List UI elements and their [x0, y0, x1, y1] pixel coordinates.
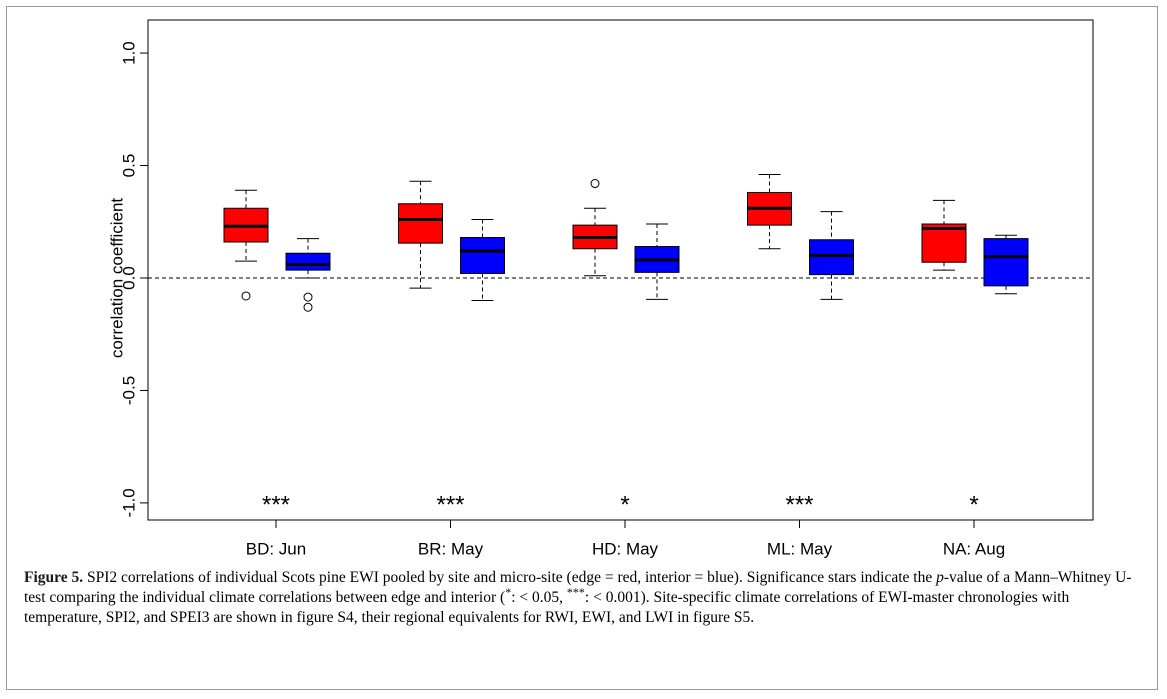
box: [460, 236, 505, 274]
significance-label: ***: [785, 491, 813, 518]
box: [921, 223, 967, 263]
caption-segment: p: [936, 569, 944, 586]
y-axis-label: correlation coefficient: [107, 198, 126, 359]
outlier: [590, 179, 600, 189]
box: [809, 239, 854, 276]
figure-frame: [6, 6, 1158, 690]
x-tick-label: BR: May: [418, 539, 484, 558]
caption-segment: ***: [566, 584, 585, 599]
outlier: [303, 302, 313, 312]
chart: correlation coefficient 1.0 0.5 0.0 -0.5 -1.…: [107, 19, 1094, 558]
significance-label: ***: [262, 491, 290, 518]
x-tick-label: HD: May: [592, 539, 659, 558]
significance-label: *: [620, 491, 629, 518]
caption-segment: Figure 5.: [24, 569, 84, 586]
x-tick-label: ML: May: [767, 539, 833, 558]
caption-segment: : < 0.05,: [511, 589, 567, 606]
caption-segment: SPI2 correlations of individual Scots pi…: [83, 569, 937, 586]
plot-frame: [147, 19, 1094, 521]
outlier: [303, 292, 313, 302]
y-tick-label: 0.0: [119, 266, 138, 290]
y-tick-label: -0.5: [119, 376, 138, 405]
caption-segment: : < 0.001). Site-specific climate correl…: [24, 589, 1074, 626]
caption-segment: -value of a Mann–Whitney U-test comparin…: [24, 569, 1132, 606]
significance-label: *: [969, 491, 978, 518]
box: [398, 203, 443, 244]
x-tick-label: BD: Jun: [246, 539, 306, 558]
significance-label: ***: [436, 491, 464, 518]
box: [983, 238, 1029, 287]
box: [285, 252, 331, 271]
outlier: [241, 291, 251, 301]
x-tick-label: NA: Aug: [943, 539, 1005, 558]
caption-segment: *: [505, 584, 512, 599]
y-tick-label: 1.0: [119, 41, 138, 65]
y-tick-label: -1.0: [119, 488, 138, 517]
y-tick-label: 0.5: [119, 154, 138, 178]
caption: Figure 5. SPI2 correlations of individua…: [24, 568, 1144, 628]
